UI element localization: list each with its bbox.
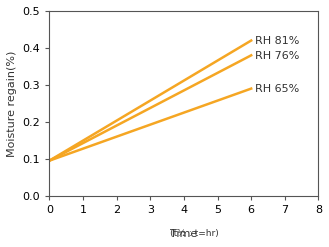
Text: Time: Time	[170, 229, 197, 239]
Y-axis label: Moisture regain(%): Moisture regain(%)	[7, 50, 17, 157]
Text: RH 76%: RH 76%	[255, 51, 299, 61]
Text: (t½ : t=hr): (t½ : t=hr)	[149, 229, 218, 238]
Text: RH 81%: RH 81%	[255, 36, 299, 45]
Text: RH 65%: RH 65%	[255, 84, 299, 94]
